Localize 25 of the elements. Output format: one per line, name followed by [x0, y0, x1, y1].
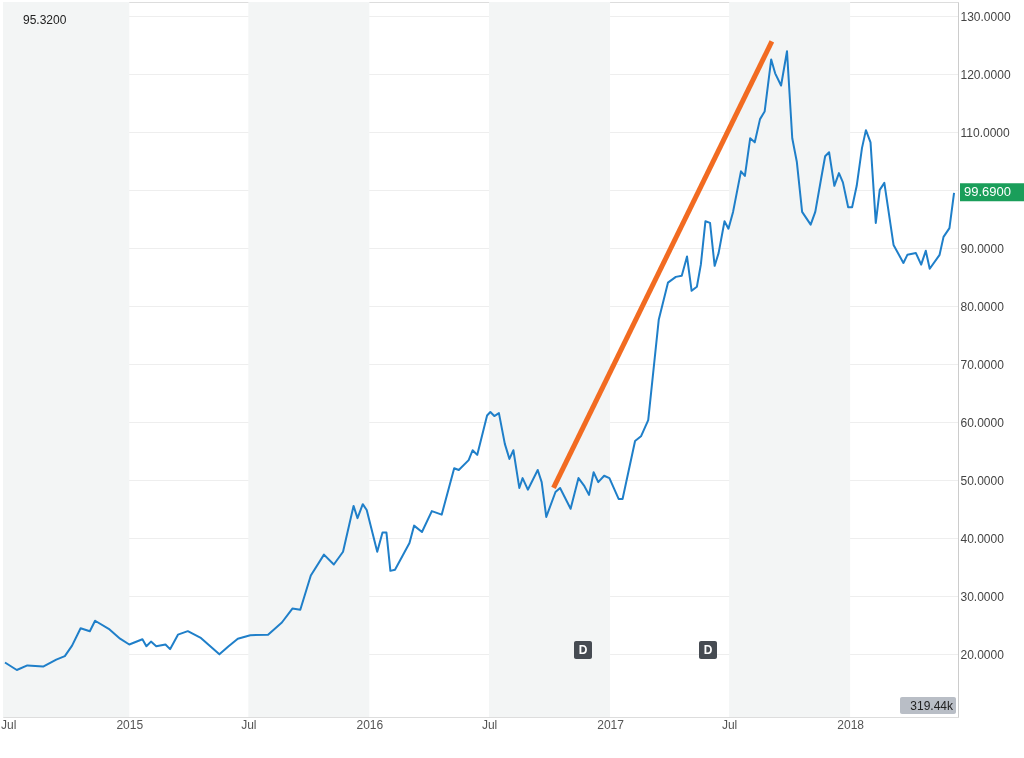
- x-tick-label: Jul: [241, 717, 257, 732]
- y-tick-label: 110.0000: [960, 125, 1010, 140]
- annotation: D: [703, 643, 713, 657]
- annotation: 99.6900: [964, 184, 1011, 200]
- y-tick-label: 90.0000: [960, 241, 1005, 256]
- x-tick-label: Jul: [721, 717, 738, 732]
- x-tick-label: Jul: [481, 717, 498, 732]
- x-tick-label: 2015: [116, 717, 144, 732]
- x-tick-label: 2018: [837, 717, 865, 732]
- y-tick-label: 60.0000: [960, 415, 1005, 430]
- annotation: 319.44k: [910, 699, 954, 713]
- y-tick-label: 80.0000: [960, 299, 1005, 314]
- x-tick-label: 2016: [356, 717, 384, 732]
- x-tick-label: 2017: [597, 717, 625, 732]
- annotation: 95.3200: [23, 13, 67, 27]
- y-tick-label: 130.0000: [960, 10, 1011, 24]
- y-tick-label: 70.0000: [960, 357, 1005, 372]
- x-tick-label: Jul: [1, 717, 17, 732]
- y-tick-label: 50.0000: [960, 473, 1005, 488]
- line-series: [3, 50, 956, 672]
- y-tick-label: 20.0000: [960, 647, 1005, 662]
- y-tick-label: 40.0000: [960, 531, 1005, 546]
- annotation: D: [578, 643, 588, 657]
- y-tick-label: 120.0000: [960, 67, 1011, 82]
- y-tick-label: 30.0000: [960, 589, 1005, 604]
